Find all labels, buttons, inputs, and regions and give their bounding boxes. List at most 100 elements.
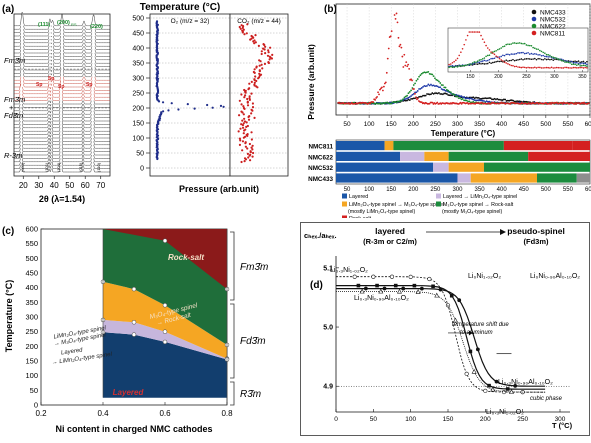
pressure-point bbox=[379, 88, 381, 91]
pressure-point bbox=[407, 63, 410, 66]
pressure-point bbox=[385, 101, 387, 104]
pressure-point bbox=[402, 66, 405, 68]
key-label: (mostly LiMn₂O₄-type spinel) bbox=[348, 209, 415, 215]
inset-point bbox=[485, 62, 487, 65]
pressure-point bbox=[475, 99, 477, 102]
pressure-point bbox=[386, 57, 389, 60]
co2-point bbox=[245, 32, 248, 35]
co2-point bbox=[238, 25, 241, 29]
region-rocksalt-fill bbox=[103, 229, 227, 290]
inset-point bbox=[549, 58, 551, 61]
inset-point bbox=[555, 66, 558, 69]
inset-point bbox=[512, 58, 514, 61]
co2-point bbox=[241, 149, 244, 152]
inset-point bbox=[473, 62, 476, 64]
pressure-point bbox=[517, 100, 520, 103]
lattice-marker bbox=[471, 368, 477, 374]
o2-point bbox=[186, 103, 189, 106]
lattice-marker bbox=[363, 286, 368, 291]
pressure-point bbox=[588, 102, 590, 105]
pressure-point bbox=[431, 92, 434, 94]
lattice-marker bbox=[464, 371, 469, 376]
x-tick-label: 0 bbox=[334, 416, 338, 423]
co2-point bbox=[252, 70, 255, 74]
pressure-point bbox=[463, 99, 466, 102]
label-l1: Li₀.₃Ni₁.₀₂O₂ bbox=[330, 267, 368, 274]
pressure-point bbox=[415, 96, 417, 99]
inset-point bbox=[545, 66, 548, 69]
inset-point bbox=[507, 53, 509, 56]
inset-point bbox=[458, 65, 460, 67]
inset-point bbox=[471, 62, 474, 64]
inset-point bbox=[522, 66, 524, 68]
legend-label: NMC532 bbox=[540, 17, 566, 24]
peak-111: (111) bbox=[38, 22, 50, 28]
inset-point bbox=[480, 58, 482, 61]
o2-point bbox=[193, 107, 196, 110]
inset-point bbox=[576, 64, 578, 66]
inset-point bbox=[498, 57, 501, 60]
pressure-point bbox=[396, 100, 399, 103]
pressure-point bbox=[456, 95, 459, 98]
key-label: Layered bbox=[349, 194, 368, 200]
co2-point bbox=[250, 80, 253, 83]
inset-point bbox=[528, 44, 531, 47]
xrd-xlabel: 2θ (λ=1.54) bbox=[39, 194, 85, 204]
o2-point bbox=[211, 106, 214, 109]
inset-point bbox=[513, 42, 516, 44]
xrd-x-tick-label: 70 bbox=[96, 181, 105, 190]
co2-point bbox=[249, 150, 252, 153]
co2-point bbox=[241, 126, 245, 129]
inset-point bbox=[572, 63, 575, 65]
co2-point bbox=[253, 68, 256, 71]
inset-point bbox=[581, 66, 583, 69]
pressure-point bbox=[442, 93, 444, 96]
inset-point bbox=[488, 58, 491, 61]
pressure-point bbox=[436, 79, 439, 82]
inset-point bbox=[534, 66, 536, 69]
co2-point bbox=[248, 98, 251, 101]
lattice-marker bbox=[505, 387, 510, 391]
inset-point bbox=[535, 48, 538, 50]
pressure-point bbox=[377, 91, 379, 94]
inset-point bbox=[520, 66, 523, 69]
pressure-point bbox=[476, 99, 479, 102]
inset-point bbox=[550, 55, 553, 58]
pressure-point bbox=[384, 81, 387, 84]
pressure-point bbox=[404, 95, 407, 98]
phase-bar-segment bbox=[400, 151, 425, 161]
co2-point bbox=[241, 119, 244, 122]
co2-point bbox=[255, 85, 258, 88]
phase-bar-name: NMC532 bbox=[308, 165, 333, 172]
inset-point bbox=[572, 66, 575, 69]
peak-101: (101) bbox=[44, 162, 49, 172]
inset-point bbox=[461, 48, 464, 50]
inset-point bbox=[554, 56, 556, 59]
xrd-x-tick-label: 50 bbox=[65, 181, 74, 190]
bar-x-tick-label: 100 bbox=[364, 187, 375, 193]
temp-tick-label: 350 bbox=[132, 61, 144, 68]
inset-point bbox=[530, 52, 533, 55]
co2-point bbox=[247, 118, 251, 121]
pressure-point bbox=[389, 35, 392, 38]
co2-point bbox=[260, 50, 263, 53]
co2-point bbox=[262, 47, 265, 50]
pressure-point bbox=[434, 92, 436, 95]
x-tick-label: 350 bbox=[474, 121, 485, 128]
co2-point bbox=[248, 97, 251, 100]
peak-200-sub: RS bbox=[71, 22, 77, 27]
phase-fd3m: Fd3̄m bbox=[4, 111, 23, 120]
inset-point bbox=[450, 63, 452, 65]
inset-point bbox=[475, 31, 477, 33]
inset-point bbox=[544, 55, 546, 58]
co2-point bbox=[243, 157, 247, 160]
inset-point bbox=[525, 67, 528, 69]
co2-point bbox=[253, 81, 256, 84]
inset-point bbox=[490, 57, 492, 60]
legend-marker bbox=[531, 16, 537, 22]
co2-point bbox=[261, 67, 264, 70]
panel-d-ylabel: cₕₑₓ./aₕₑₓ. bbox=[304, 231, 337, 240]
pressure-point bbox=[443, 89, 446, 91]
pressure-point bbox=[496, 97, 499, 100]
shift-arrowhead bbox=[468, 330, 473, 336]
